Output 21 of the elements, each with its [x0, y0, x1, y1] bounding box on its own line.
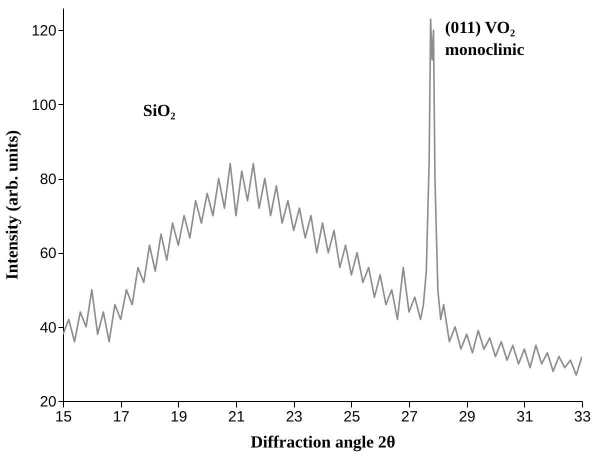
x-tick-label: 31 — [516, 408, 534, 426]
annotation: (011) VO₂ monoclinic — [445, 18, 525, 59]
y-tick-label: 40 — [40, 319, 56, 336]
x-tick-label: 27 — [401, 408, 418, 426]
x-tick-label: 29 — [458, 408, 476, 426]
annotation: SiO₂ — [143, 101, 176, 120]
x-tick-label: 19 — [170, 408, 188, 426]
y-axis-title: Intensity (arb. units) — [2, 130, 22, 280]
x-tick-label: 17 — [112, 408, 130, 426]
x-tick-label: 25 — [343, 408, 360, 426]
line-series — [63, 18, 582, 376]
y-tick-label: 120 — [31, 22, 56, 40]
y-tick-label: 80 — [40, 171, 56, 188]
x-tick-label: 21 — [228, 408, 245, 426]
x-tick-label: 33 — [574, 408, 591, 426]
y-tick-label: 20 — [40, 394, 56, 410]
y-tick-label: 100 — [31, 96, 56, 114]
x-tick-label: 23 — [286, 408, 303, 426]
x-tick-label: 15 — [55, 408, 72, 426]
x-axis-title: Diffraction angle 2θ — [250, 432, 396, 452]
y-tick-label: 60 — [40, 245, 56, 262]
